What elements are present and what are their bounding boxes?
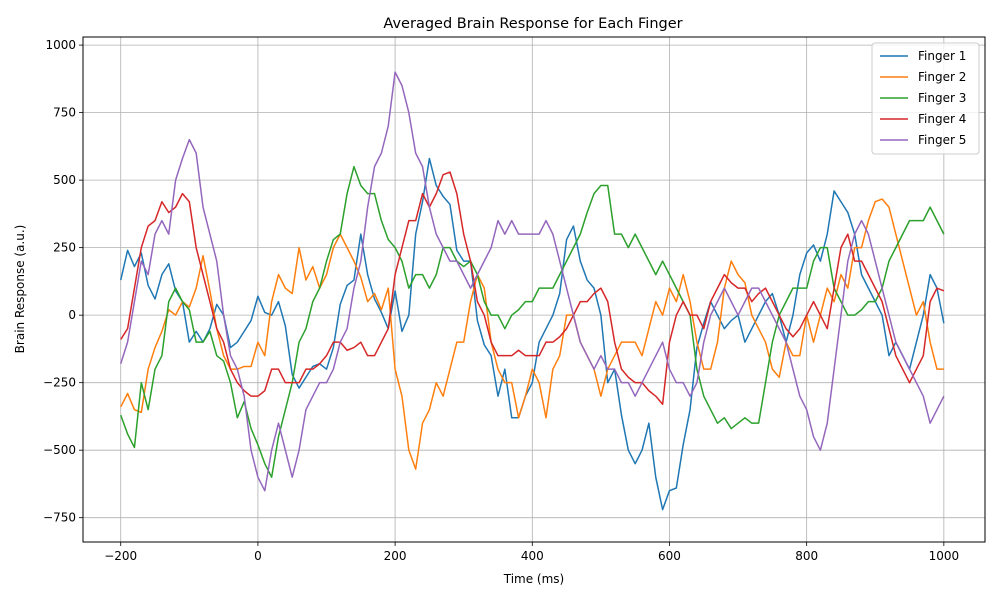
legend-label: Finger 5 [918, 133, 966, 147]
y-axis-ticks: −750 −500 −250 0 250 500 750 1000 [43, 38, 83, 525]
x-axis-ticks: −200 0 200 400 600 800 1000 [104, 542, 959, 563]
x-axis-label: Time (ms) [503, 572, 565, 586]
grid [83, 37, 985, 542]
legend-label: Finger 4 [918, 112, 966, 126]
x-tick-label: 1000 [929, 549, 960, 563]
y-tick-label: 0 [68, 308, 76, 322]
series-line-finger-3 [120, 165, 945, 478]
series-line-finger-1 [119, 157, 945, 511]
chart-title: Averaged Brain Response for Each Finger [383, 16, 682, 32]
series-lines [119, 71, 945, 511]
legend-label: Finger 2 [918, 70, 966, 84]
series-line-finger-4 [120, 171, 945, 406]
plot-frame [82, 36, 986, 543]
x-tick-label: −200 [104, 549, 137, 563]
legend-label: Finger 1 [918, 49, 966, 63]
y-tick-label: 250 [53, 241, 76, 255]
x-tick-label: 600 [658, 549, 681, 563]
x-tick-label: 400 [521, 549, 544, 563]
legend-label: Finger 3 [918, 91, 966, 105]
legend-box [871, 42, 980, 155]
y-tick-label: −500 [43, 443, 76, 457]
x-tick-label: 200 [384, 549, 407, 563]
y-tick-label: 750 [53, 106, 76, 120]
x-tick-label: 800 [795, 549, 818, 563]
legend: Finger 1 Finger 2 Finger 3 Finger 4 Finger 5 [871, 42, 980, 155]
y-axis-label: Brain Response (a.u.) [13, 225, 27, 354]
y-tick-label: −750 [43, 511, 76, 525]
x-tick-label: 0 [254, 549, 262, 563]
series-line-finger-5 [120, 71, 945, 492]
y-tick-label: −250 [43, 376, 76, 390]
y-tick-label: 500 [53, 173, 76, 187]
y-tick-label: 1000 [45, 38, 76, 52]
